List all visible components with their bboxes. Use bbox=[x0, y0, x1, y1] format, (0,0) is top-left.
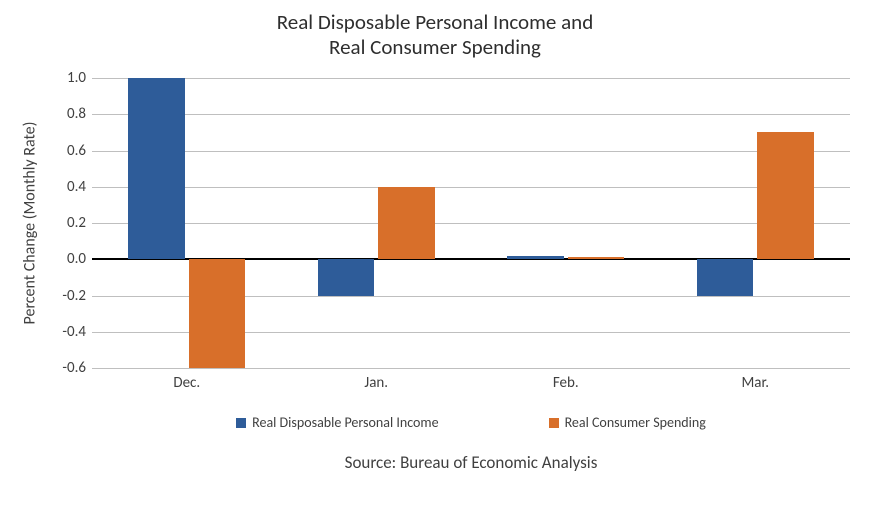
source-text: Source: Bureau of Economic Analysis bbox=[92, 452, 850, 473]
y-tick-label: -0.6 bbox=[62, 359, 92, 377]
legend-swatch bbox=[236, 418, 246, 428]
x-tick-label: Mar. bbox=[741, 368, 769, 392]
y-tick-label: 0.8 bbox=[67, 105, 92, 123]
plot-area: -0.6-0.4-0.20.00.20.40.60.81.0Dec.Jan.Fe… bbox=[92, 78, 850, 368]
gridline bbox=[92, 114, 850, 115]
y-tick-label: -0.4 bbox=[62, 323, 92, 341]
bar bbox=[189, 259, 246, 368]
y-tick-label: 0.0 bbox=[67, 250, 92, 268]
bar bbox=[568, 257, 625, 259]
gridline bbox=[92, 368, 850, 369]
bar bbox=[128, 78, 185, 259]
y-tick-label: 0.2 bbox=[67, 214, 92, 232]
legend-item: Real Disposable Personal Income bbox=[236, 414, 438, 431]
bar bbox=[318, 259, 375, 295]
legend-label: Real Disposable Personal Income bbox=[252, 414, 438, 431]
x-tick-label: Feb. bbox=[553, 368, 579, 392]
gridline bbox=[92, 151, 850, 152]
y-tick-label: 1.0 bbox=[67, 69, 92, 87]
gridline bbox=[92, 187, 850, 188]
bar bbox=[378, 187, 435, 260]
legend-item: Real Consumer Spending bbox=[549, 414, 706, 431]
gridline bbox=[92, 78, 850, 79]
bar bbox=[757, 132, 814, 259]
chart-container: Real Disposable Personal Income and Real… bbox=[0, 0, 880, 506]
y-tick-label: 0.4 bbox=[67, 178, 92, 196]
legend-swatch bbox=[549, 418, 559, 428]
chart-title-line1: Real Disposable Personal Income and bbox=[10, 10, 860, 35]
chart-title: Real Disposable Personal Income and Real… bbox=[10, 10, 860, 60]
gridline bbox=[92, 223, 850, 224]
y-tick-label: -0.2 bbox=[62, 287, 92, 305]
legend: Real Disposable Personal Income Real Cons… bbox=[92, 414, 850, 431]
bar bbox=[507, 256, 564, 260]
chart-title-line2: Real Consumer Spending bbox=[10, 35, 860, 60]
bar bbox=[697, 259, 754, 295]
legend-label: Real Consumer Spending bbox=[565, 414, 706, 431]
x-tick-label: Dec. bbox=[173, 368, 200, 392]
x-tick-label: Jan. bbox=[364, 368, 388, 392]
y-tick-label: 0.6 bbox=[67, 142, 92, 160]
y-axis-label: Percent Change (Monthly Rate) bbox=[21, 122, 40, 325]
